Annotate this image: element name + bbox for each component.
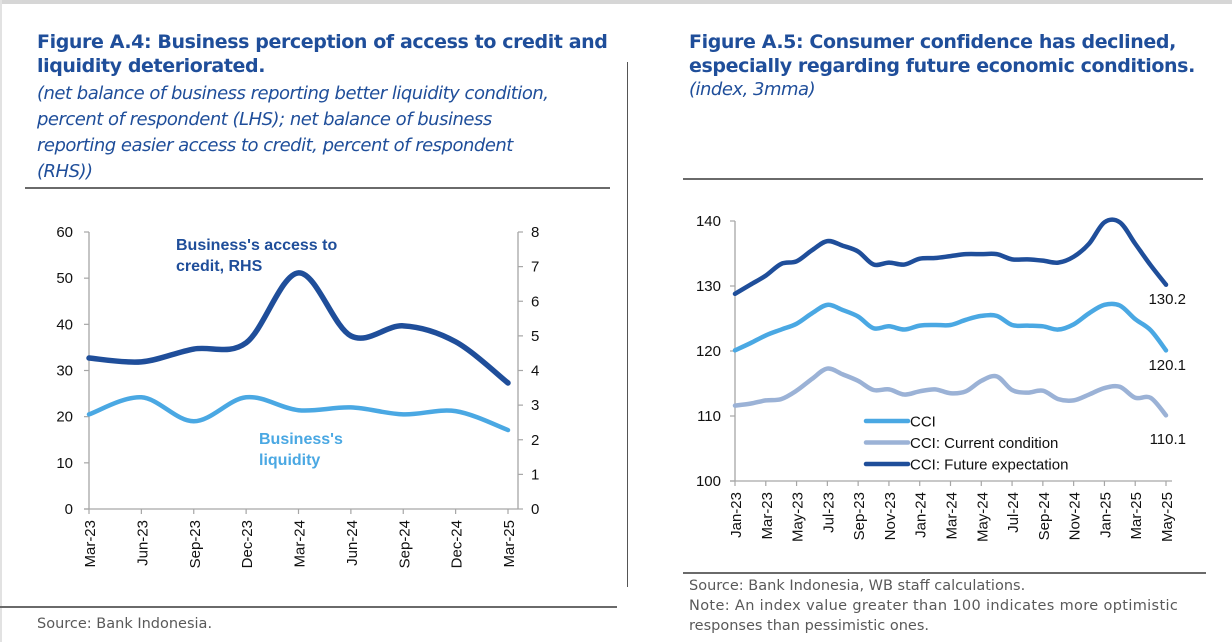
- figure-a4-subtitle: (net balance of business reporting bette…: [37, 81, 617, 185]
- x-tick-label: Mar-25: [501, 520, 518, 568]
- cci-future-expectation-end-label: 130.2: [1148, 291, 1186, 308]
- x-tick-label: May-23: [790, 492, 807, 542]
- x-tick-label: Jan-24: [913, 492, 930, 538]
- subtitle-line: (net balance of business reporting bette…: [37, 83, 549, 104]
- x-tick-label: Mar-24: [944, 492, 961, 540]
- legend-label: CCI: Future expectation: [910, 457, 1068, 474]
- x-tick-label: Jun-24: [344, 520, 361, 566]
- panel-divider: [627, 62, 628, 587]
- figure-a4-title: Figure A.4: Business perception of acces…: [37, 30, 617, 78]
- cci-line: [732, 301, 1169, 353]
- figure-a5-bottom-rule: [683, 572, 1206, 574]
- x-tick-label: Sep-24: [1036, 492, 1053, 540]
- legend: CCI CCI: Current condition CCI: Future exp…: [863, 414, 1068, 474]
- y-tick-label: 110: [697, 408, 721, 425]
- figure-a4-chart: 0 10 20 30 40 50 60 0 1 2 3 4 5 6 7 8 Mar-23 Jun-23 Sep-23…: [56, 224, 539, 568]
- x-tick-label: Jan-23: [728, 492, 745, 538]
- x-tick-label: Mar-25: [1128, 492, 1145, 540]
- liquidity-line: [86, 394, 511, 433]
- figure-a5-source: Source: Bank Indonesia, WB staff calcula…: [689, 576, 1229, 636]
- x-tick-label: Sep-23: [851, 492, 868, 540]
- y-left-tick-label: 30: [56, 363, 73, 380]
- subtitle-line: (RHS)): [37, 161, 93, 182]
- x-tick-label: Nov-24: [1067, 492, 1084, 540]
- source-text: Source: Bank Indonesia, WB staff calcula…: [689, 578, 1026, 594]
- x-tick-label: Jul-24: [1005, 492, 1022, 533]
- figure-a4-bottom-rule: [0, 606, 617, 608]
- figure-a4-top-rule: [25, 187, 610, 189]
- legend-label: CCI: [910, 414, 936, 431]
- y-left-tick-label: 10: [56, 455, 73, 472]
- y-right-tick-label: 5: [531, 328, 539, 345]
- figure-a4-title-line1: Figure A.4: Business perception of acces…: [37, 31, 608, 53]
- y-left-tick-label: 60: [56, 224, 73, 241]
- figure-a5-title: Figure A.5: Consumer confidence has decl…: [689, 30, 1229, 78]
- left-border: [0, 0, 2, 642]
- y-tick-label: 120: [696, 343, 721, 360]
- x-tick-label: Jul-23: [820, 492, 837, 533]
- x-tick-label: Mar-23: [82, 520, 99, 568]
- subtitle-line: percent of respondent (LHS); net balance…: [37, 109, 492, 130]
- x-tick-label: Jan-25: [1097, 492, 1114, 538]
- top-border: [0, 0, 1232, 4]
- x-tick-label: Dec-24: [449, 520, 466, 568]
- cci-current-condition-line: [732, 366, 1169, 418]
- x-tick-label: Sep-23: [187, 520, 204, 568]
- y-right-tick-label: 1: [531, 466, 539, 483]
- y-right-tick-label: 6: [531, 293, 539, 310]
- y-tick-label: 140: [696, 213, 721, 230]
- y-left-tick-label: 0: [65, 501, 73, 518]
- figure-a5-subtitle: (index, 3mma): [689, 79, 816, 100]
- y-right-tick-label: 0: [531, 501, 539, 518]
- liquidity-label: Business's: [259, 431, 343, 448]
- cci-current-condition-end-label: 110.1: [1150, 431, 1186, 448]
- cci-end-label: 120.1: [1148, 357, 1186, 374]
- note-text-line2: responses than pessimistic ones.: [689, 618, 929, 634]
- credit-access-label: credit, RHS: [176, 258, 263, 275]
- figure-a5-title-line2: especially regarding future economic con…: [689, 55, 1195, 77]
- credit-access-line: [86, 270, 511, 386]
- x-tick-label: Sep-24: [396, 520, 413, 568]
- liquidity-label: liquidity: [259, 452, 320, 469]
- y-right-tick-label: 8: [531, 224, 539, 241]
- y-right-tick-label: 4: [531, 363, 539, 380]
- figure-a5-top-rule: [683, 178, 1203, 180]
- x-tick-label: Mar-24: [292, 520, 309, 568]
- x-tick-label: Mar-23: [759, 492, 776, 540]
- y-left-tick-label: 50: [56, 270, 73, 287]
- x-tick-label: Dec-23: [239, 520, 256, 568]
- y-right-tick-label: 2: [531, 432, 539, 449]
- figure-a5-title-line1: Figure A.5: Consumer confidence has decl…: [689, 31, 1176, 53]
- y-left-tick-label: 20: [56, 409, 73, 426]
- y-left-tick-label: 40: [56, 316, 73, 333]
- x-tick-label: May-25: [1159, 492, 1176, 542]
- figure-a4-title-line2: liquidity deteriorated.: [37, 55, 266, 77]
- x-tick-label: Jun-23: [134, 520, 151, 566]
- y-right-tick-label: 7: [531, 259, 539, 276]
- figure-a5-chart: 100 110 120 130 140 Jan-23 Mar-23 May-23 Jul-23 S…: [696, 213, 1186, 542]
- y-right-tick-label: 3: [531, 397, 539, 414]
- y-tick-label: 130: [696, 278, 721, 295]
- note-text-line1: Note: An index value greater than 100 in…: [689, 598, 1179, 614]
- figure-a4-source: Source: Bank Indonesia.: [37, 616, 213, 632]
- x-tick-label: May-24: [974, 492, 991, 542]
- subtitle-line: reporting easier access to credit, perce…: [37, 135, 513, 156]
- credit-access-label: Business's access to: [176, 237, 337, 254]
- legend-label: CCI: Current condition: [910, 435, 1058, 452]
- cci-future-expectation-line: [732, 217, 1169, 297]
- x-tick-label: Nov-23: [882, 492, 899, 540]
- y-tick-label: 100: [696, 473, 721, 490]
